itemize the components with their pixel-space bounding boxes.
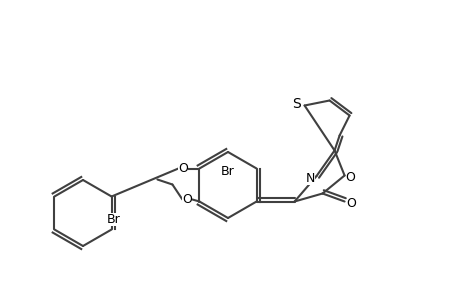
Text: Br: Br [221, 165, 235, 178]
Text: O: O [346, 197, 356, 210]
Text: O: O [345, 171, 355, 184]
Text: O: O [182, 193, 192, 206]
Text: Br: Br [106, 213, 120, 226]
Text: O: O [178, 162, 188, 175]
Text: N: N [305, 172, 314, 184]
Text: S: S [291, 97, 300, 110]
